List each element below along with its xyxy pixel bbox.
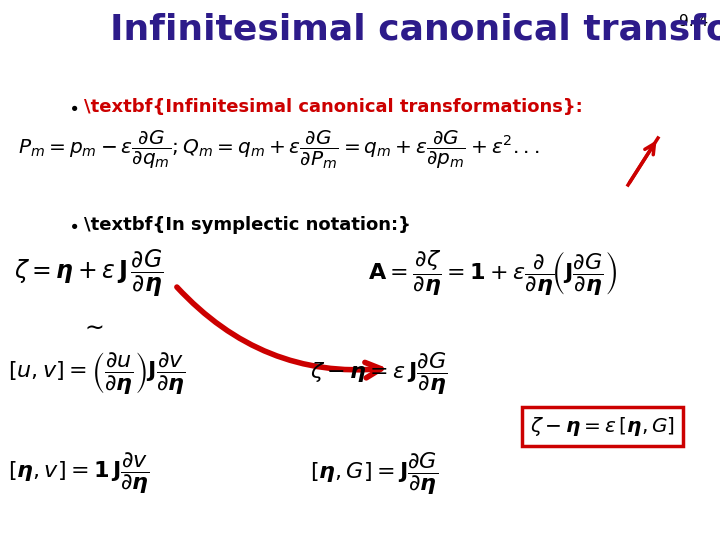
Text: $P_m = p_m - \varepsilon\dfrac{\partial G}{\partial q_m};Q_m = q_m + \varepsilon: $P_m = p_m - \varepsilon\dfrac{\partial … [18,128,539,171]
Text: $\zeta = \boldsymbol{\eta} + \varepsilon\,\mathbf{J}\,\dfrac{\partial G}{\partia: $\zeta = \boldsymbol{\eta} + \varepsilon… [14,248,163,299]
Text: $[\boldsymbol{\eta},v] = \mathbf{1}\,\mathbf{J}\dfrac{\partial v}{\partial\bolds: $[\boldsymbol{\eta},v] = \mathbf{1}\,\ma… [8,450,150,496]
Text: $\mathbf{A} = \dfrac{\partial\zeta}{\partial\boldsymbol{\eta}} = \mathbf{1} + \v: $\mathbf{A} = \dfrac{\partial\zeta}{\par… [368,248,618,298]
Text: 9. 4: 9. 4 [679,14,708,29]
Text: $\zeta - \boldsymbol{\eta} = \varepsilon\,[\boldsymbol{\eta},G]$: $\zeta - \boldsymbol{\eta} = \varepsilon… [530,415,675,438]
Text: $\bullet$: $\bullet$ [68,98,78,116]
Text: Infinitesimal canonical transformations: Infinitesimal canonical transformations [110,12,720,46]
Text: $\zeta - \boldsymbol{\eta} = \varepsilon\,\mathbf{J}\dfrac{\partial G}{\partial\: $\zeta - \boldsymbol{\eta} = \varepsilon… [310,350,447,397]
Text: $\bullet$: $\bullet$ [68,216,78,234]
Text: $[\boldsymbol{\eta},G] = \mathbf{J}\dfrac{\partial G}{\partial\boldsymbol{\eta}}: $[\boldsymbol{\eta},G] = \mathbf{J}\dfra… [310,450,438,497]
Text: \textbf{Infinitesimal canonical transformations}:: \textbf{Infinitesimal canonical transfor… [84,98,582,116]
Text: \textbf{In symplectic notation:}: \textbf{In symplectic notation:} [84,216,411,234]
Text: $[u,v] = \left(\dfrac{\partial u}{\partial\boldsymbol{\eta}}\right)\mathbf{J}\df: $[u,v] = \left(\dfrac{\partial u}{\parti… [8,350,186,396]
Text: $\sim$: $\sim$ [80,315,104,339]
